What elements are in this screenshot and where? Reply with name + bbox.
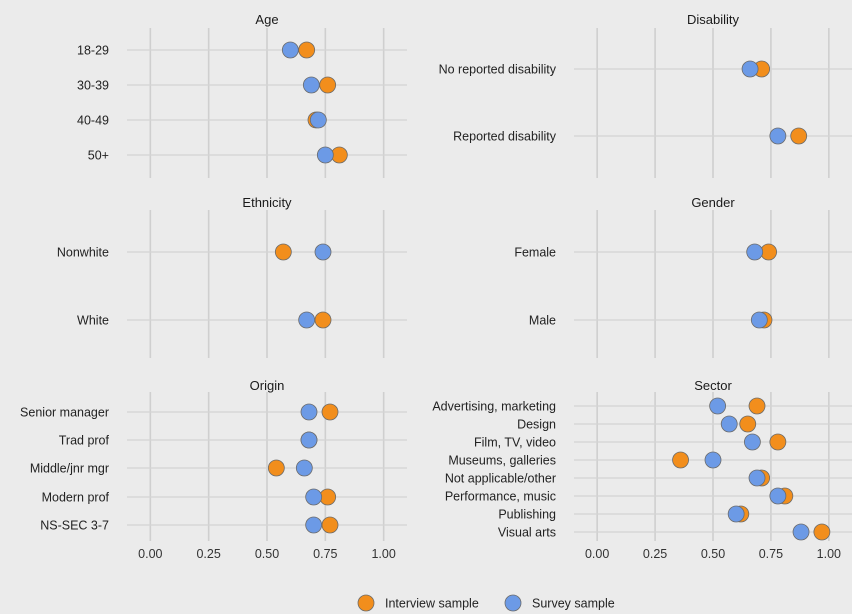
point-survey-sample-advertising-marketing bbox=[709, 397, 727, 415]
x-tick-label: 0.50 bbox=[701, 547, 725, 561]
point-interview-sample-senior-manager bbox=[321, 403, 339, 421]
category-label-50: 50+ bbox=[88, 149, 109, 163]
panel-title: Ethnicity bbox=[242, 195, 292, 210]
point-survey-sample-film-tv-video bbox=[743, 433, 761, 451]
category-label-no-reported-disability: No reported disability bbox=[439, 63, 557, 77]
category-label-visual-arts: Visual arts bbox=[498, 526, 556, 540]
point-interview-sample-advertising-marketing bbox=[748, 397, 766, 415]
point-survey-sample-40-49 bbox=[309, 111, 327, 129]
legend-label-interview-sample: Interview sample bbox=[385, 597, 479, 611]
x-tick-label: 1.00 bbox=[817, 547, 841, 561]
point-interview-sample-reported-disability bbox=[790, 127, 808, 145]
point-interview-sample-30-39 bbox=[319, 76, 337, 94]
category-label-female: Female bbox=[514, 246, 556, 260]
point-survey-sample-50 bbox=[316, 146, 334, 164]
point-survey-sample-not-applicable-other bbox=[748, 469, 766, 487]
x-tick-label: 0.75 bbox=[759, 547, 783, 561]
point-survey-sample-nonwhite bbox=[314, 243, 332, 261]
point-survey-sample-trad-prof bbox=[300, 431, 318, 449]
category-label-advertising-marketing: Advertising, marketing bbox=[432, 400, 556, 414]
point-survey-sample-male bbox=[750, 311, 768, 329]
x-tick-label: 0.00 bbox=[585, 547, 609, 561]
point-interview-sample-film-tv-video bbox=[769, 433, 787, 451]
category-label-18-29: 18-29 bbox=[77, 44, 109, 58]
panel-age: Age 18-29 30-39 40-49 50+ bbox=[77, 12, 407, 178]
point-survey-sample-performance-music bbox=[769, 487, 787, 505]
point-interview-sample-nonwhite bbox=[274, 243, 292, 261]
point-survey-sample-ns-sec-3-7 bbox=[305, 516, 323, 534]
point-survey-sample-museums-galleries bbox=[704, 451, 722, 469]
panel-title: Origin bbox=[250, 378, 285, 393]
legend: Interview sample Survey sample bbox=[357, 594, 615, 612]
point-interview-sample-ns-sec-3-7 bbox=[321, 516, 339, 534]
x-tick-label: 0.50 bbox=[255, 547, 279, 561]
category-label-reported-disability: Reported disability bbox=[453, 130, 557, 144]
category-label-senior-manager: Senior manager bbox=[20, 406, 109, 420]
category-label-white: White bbox=[77, 314, 109, 328]
point-survey-sample-reported-disability bbox=[769, 127, 787, 145]
point-interview-sample-middle-jnr-mgr bbox=[267, 459, 285, 477]
category-label-design: Design bbox=[517, 418, 556, 432]
panel-sector: Sector Advertising, marketing Design Film, … bbox=[432, 378, 852, 561]
legend-label-survey-sample: Survey sample bbox=[532, 597, 615, 611]
point-survey-sample-middle-jnr-mgr bbox=[295, 459, 313, 477]
point-survey-sample-18-29 bbox=[281, 41, 299, 59]
category-label-ns-sec-3-7: NS-SEC 3-7 bbox=[40, 519, 109, 533]
panel-ethnicity: Ethnicity Nonwhite White bbox=[57, 195, 407, 358]
x-tick-label: 0.25 bbox=[643, 547, 667, 561]
point-interview-sample-visual-arts bbox=[813, 523, 831, 541]
category-label-30-39: 30-39 bbox=[77, 79, 109, 93]
point-survey-sample-publishing bbox=[727, 505, 745, 523]
category-label-nonwhite: Nonwhite bbox=[57, 246, 109, 260]
x-tick-label: 0.00 bbox=[138, 547, 162, 561]
legend-swatch-survey-sample bbox=[504, 594, 522, 612]
category-label-male: Male bbox=[529, 314, 556, 328]
category-label-publishing: Publishing bbox=[498, 508, 556, 522]
panel-disability: Disability No reported disability Reported… bbox=[439, 12, 852, 178]
panel-gender: Gender Female Male bbox=[514, 195, 852, 358]
category-label-middle-jnr-mgr: Middle/jnr mgr bbox=[30, 462, 109, 476]
panel-title: Age bbox=[255, 12, 278, 27]
point-survey-sample-modern-prof bbox=[305, 488, 323, 506]
x-tick-label: 1.00 bbox=[371, 547, 395, 561]
panel-title: Gender bbox=[691, 195, 735, 210]
point-interview-sample-design bbox=[739, 415, 757, 433]
category-label-40-49: 40-49 bbox=[77, 114, 109, 128]
point-survey-sample-30-39 bbox=[302, 76, 320, 94]
point-survey-sample-no-reported-disability bbox=[741, 60, 759, 78]
x-tick-label: 0.25 bbox=[196, 547, 220, 561]
category-label-museums-galleries: Museums, galleries bbox=[448, 454, 556, 468]
category-label-performance-music: Performance, music bbox=[445, 490, 556, 504]
x-tick-label: 0.75 bbox=[313, 547, 337, 561]
point-survey-sample-visual-arts bbox=[792, 523, 810, 541]
panel-title: Disability bbox=[687, 12, 740, 27]
point-survey-sample-white bbox=[298, 311, 316, 329]
category-label-not-applicable-other: Not applicable/other bbox=[445, 472, 556, 486]
point-survey-sample-design bbox=[720, 415, 738, 433]
point-survey-sample-female bbox=[746, 243, 764, 261]
category-label-modern-prof: Modern prof bbox=[42, 491, 110, 505]
category-label-trad-prof: Trad prof bbox=[59, 434, 110, 448]
panel-title: Sector bbox=[694, 378, 732, 393]
panel-origin: Origin Senior manager Trad prof Middle/jnr … bbox=[20, 378, 407, 561]
point-interview-sample-18-29 bbox=[298, 41, 316, 59]
point-survey-sample-senior-manager bbox=[300, 403, 318, 421]
point-interview-sample-white bbox=[314, 311, 332, 329]
point-interview-sample-museums-galleries bbox=[672, 451, 689, 469]
legend-swatch-interview-sample bbox=[357, 594, 375, 612]
category-label-film-tv-video: Film, TV, video bbox=[474, 436, 556, 450]
